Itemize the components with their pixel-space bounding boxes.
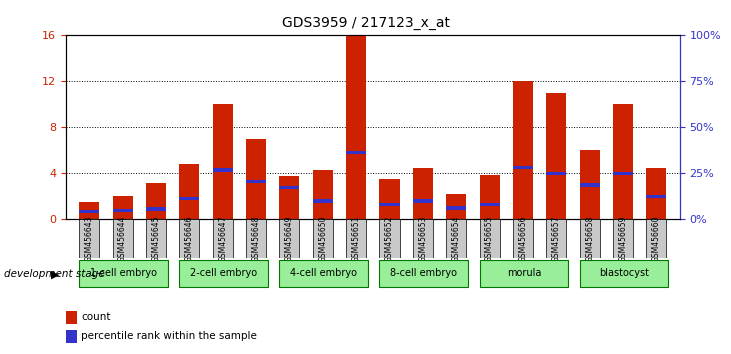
FancyBboxPatch shape	[213, 219, 232, 258]
Text: GSM456649: GSM456649	[285, 216, 294, 262]
Bar	[313, 170, 333, 219]
Bar	[446, 206, 466, 210]
FancyBboxPatch shape	[513, 219, 533, 258]
FancyBboxPatch shape	[313, 219, 333, 258]
Text: GSM456658: GSM456658	[586, 216, 594, 262]
FancyBboxPatch shape	[346, 219, 366, 258]
Bar	[580, 150, 599, 219]
FancyBboxPatch shape	[580, 260, 668, 287]
FancyBboxPatch shape	[246, 219, 266, 258]
Bar	[613, 104, 633, 219]
FancyBboxPatch shape	[446, 219, 466, 258]
Bar	[580, 183, 599, 187]
Bar	[480, 203, 499, 206]
Text: GSM456647: GSM456647	[218, 216, 227, 262]
FancyBboxPatch shape	[113, 219, 132, 258]
Text: count: count	[81, 312, 110, 322]
Text: GSM456644: GSM456644	[118, 216, 127, 262]
Bar	[379, 179, 400, 219]
Text: morula: morula	[507, 268, 541, 279]
FancyBboxPatch shape	[179, 219, 200, 258]
FancyBboxPatch shape	[480, 260, 568, 287]
Bar	[313, 199, 333, 203]
Bar	[66, 330, 77, 343]
FancyBboxPatch shape	[79, 260, 167, 287]
Text: development stage: development stage	[4, 269, 105, 279]
FancyBboxPatch shape	[613, 219, 633, 258]
Text: GSM456657: GSM456657	[552, 216, 561, 262]
Bar	[213, 104, 232, 219]
Bar	[546, 93, 567, 219]
Bar	[346, 151, 366, 154]
Text: GSM456655: GSM456655	[485, 216, 494, 262]
FancyBboxPatch shape	[480, 219, 499, 258]
Bar	[213, 168, 232, 172]
Bar	[79, 202, 99, 219]
Text: GSM456646: GSM456646	[185, 216, 194, 262]
Text: GSM456643: GSM456643	[85, 216, 94, 262]
Text: 4-cell embryo: 4-cell embryo	[290, 268, 357, 279]
Bar	[513, 166, 533, 170]
FancyBboxPatch shape	[546, 219, 567, 258]
FancyBboxPatch shape	[379, 219, 400, 258]
Bar	[646, 168, 667, 219]
Bar	[379, 203, 400, 206]
Text: 8-cell embryo: 8-cell embryo	[390, 268, 457, 279]
Text: GSM456659: GSM456659	[618, 216, 628, 262]
Text: GDS3959 / 217123_x_at: GDS3959 / 217123_x_at	[281, 16, 450, 30]
Text: ▶: ▶	[50, 269, 59, 279]
Bar	[546, 172, 567, 175]
Bar	[146, 183, 166, 219]
Bar	[179, 197, 200, 200]
Text: GSM456650: GSM456650	[318, 216, 327, 262]
Bar	[346, 35, 366, 219]
Text: GSM456654: GSM456654	[452, 216, 461, 262]
FancyBboxPatch shape	[379, 260, 468, 287]
Text: GSM456656: GSM456656	[518, 216, 528, 262]
Bar	[646, 195, 667, 198]
FancyBboxPatch shape	[413, 219, 433, 258]
Text: GSM456660: GSM456660	[652, 216, 661, 262]
Text: 1-cell embryo: 1-cell embryo	[90, 268, 157, 279]
Bar	[79, 210, 99, 213]
Bar	[246, 180, 266, 183]
Bar	[113, 209, 132, 212]
Bar	[613, 172, 633, 175]
Bar	[246, 139, 266, 219]
FancyBboxPatch shape	[79, 219, 99, 258]
Bar	[66, 311, 77, 324]
Text: 2-cell embryo: 2-cell embryo	[190, 268, 257, 279]
Bar	[113, 196, 132, 219]
FancyBboxPatch shape	[646, 219, 667, 258]
FancyBboxPatch shape	[580, 219, 599, 258]
Bar	[146, 207, 166, 211]
Bar	[279, 185, 300, 189]
Text: GSM456653: GSM456653	[418, 216, 428, 262]
Text: GSM456645: GSM456645	[151, 216, 160, 262]
Bar	[413, 199, 433, 203]
Text: GSM456648: GSM456648	[251, 216, 260, 262]
Bar	[279, 176, 300, 219]
Bar	[413, 168, 433, 219]
FancyBboxPatch shape	[279, 219, 300, 258]
FancyBboxPatch shape	[146, 219, 166, 258]
Bar	[179, 164, 200, 219]
Text: percentile rank within the sample: percentile rank within the sample	[81, 331, 257, 341]
Bar	[513, 81, 533, 219]
Bar	[446, 194, 466, 219]
Text: GSM456652: GSM456652	[385, 216, 394, 262]
Text: GSM456651: GSM456651	[352, 216, 360, 262]
FancyBboxPatch shape	[279, 260, 368, 287]
FancyBboxPatch shape	[179, 260, 268, 287]
Bar	[480, 175, 499, 219]
Text: blastocyst: blastocyst	[599, 268, 649, 279]
